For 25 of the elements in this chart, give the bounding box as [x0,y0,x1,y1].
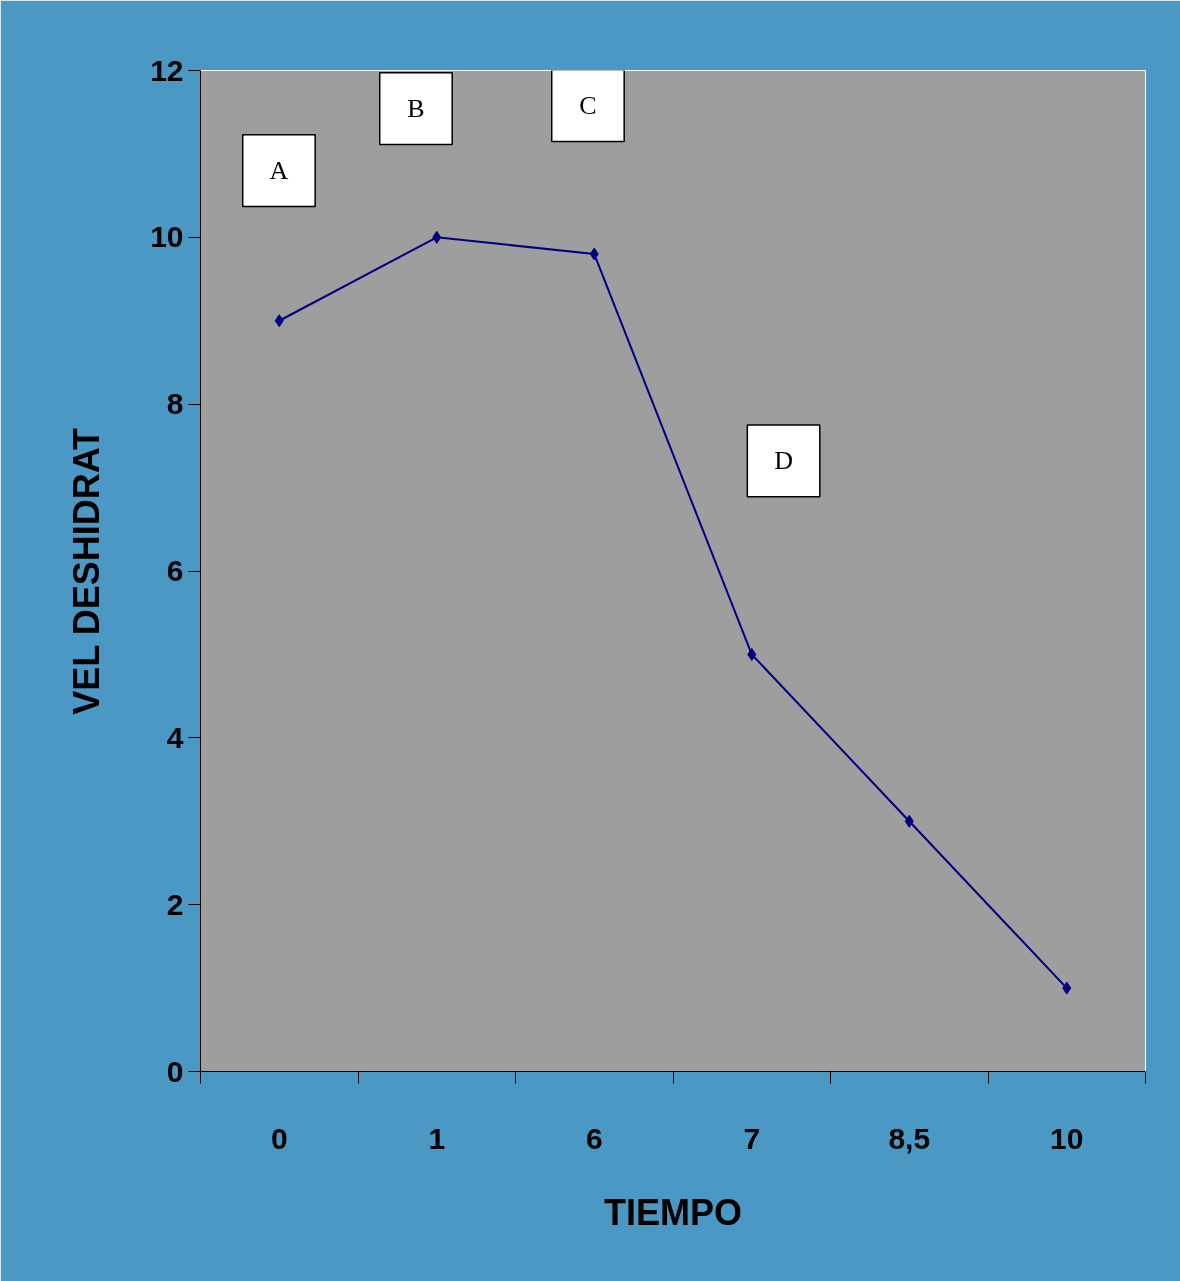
point [1062,981,1072,995]
point [274,314,284,328]
annotation: A [269,156,289,186]
y-tick-label: 0 [166,1054,184,1088]
x-tick-label: 0 [270,1121,288,1155]
x-tick-label: 1 [428,1121,446,1155]
x-tick-label: 6 [585,1121,603,1155]
y-tick-label: 4 [166,720,184,754]
y-tick-label: 8 [166,387,184,421]
x-axis-title: TIEMPO [604,1191,743,1233]
x-tick-label: 8,5 [888,1121,931,1155]
x-tick-label: 7 [743,1121,761,1155]
point [432,230,442,244]
annotation: C [579,91,597,121]
annotation: B [407,94,425,124]
y-tick-label: 10 [150,220,184,254]
point [589,247,599,261]
y-axis-title: VEL DESHIDRAT [66,427,108,715]
x-tick-label: 10 [1050,1121,1084,1155]
point [747,647,757,661]
annotation: D [774,446,793,476]
y-tick-label: 6 [166,554,184,587]
point [904,814,914,828]
y-tick-label: 2 [166,887,184,921]
y-tick-label: 12 [150,53,184,87]
